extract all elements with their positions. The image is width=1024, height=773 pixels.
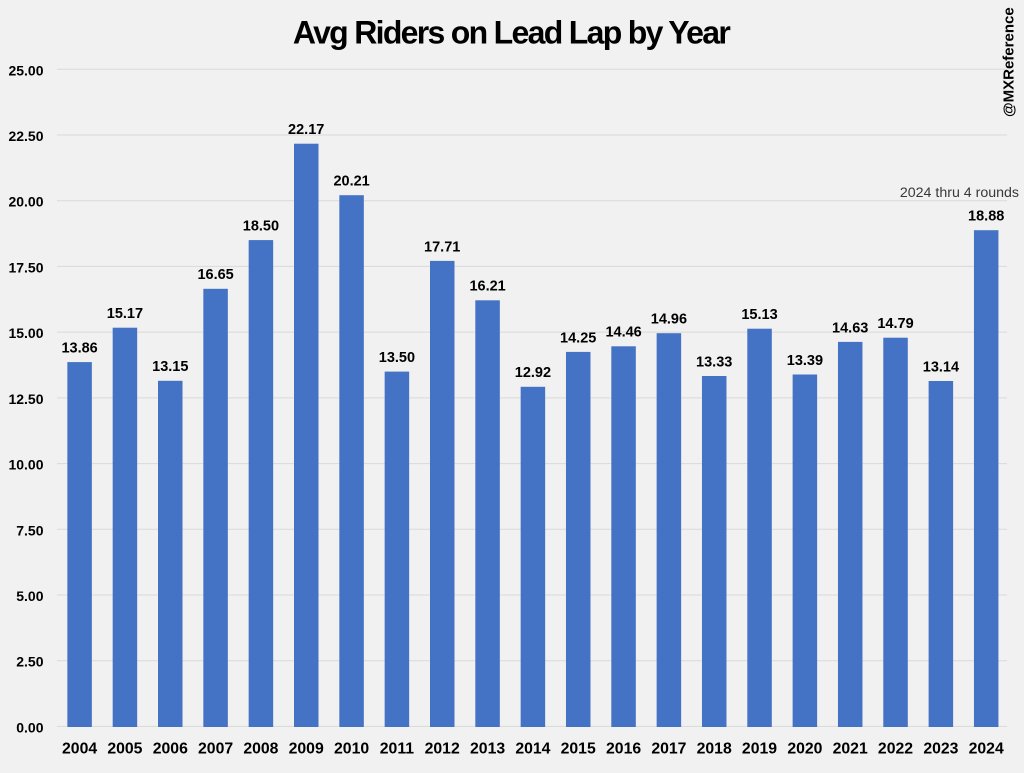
svg-text:14.46: 14.46 (605, 325, 641, 341)
svg-text:2009: 2009 (289, 741, 324, 758)
svg-text:0.00: 0.00 (16, 719, 43, 735)
svg-text:2020: 2020 (787, 741, 822, 758)
svg-text:13.15: 13.15 (152, 359, 188, 375)
svg-text:15.13: 15.13 (741, 307, 777, 323)
svg-text:17.71: 17.71 (424, 239, 460, 255)
svg-text:25.00: 25.00 (8, 62, 43, 78)
svg-text:2005: 2005 (107, 741, 142, 758)
svg-text:2014: 2014 (515, 741, 550, 758)
svg-text:14.63: 14.63 (832, 320, 868, 336)
svg-text:7.50: 7.50 (16, 522, 43, 538)
svg-text:18.88: 18.88 (968, 209, 1004, 225)
svg-text:12.92: 12.92 (515, 365, 551, 381)
svg-text:13.86: 13.86 (61, 341, 97, 357)
svg-text:13.33: 13.33 (696, 354, 732, 370)
svg-text:2013: 2013 (470, 741, 505, 758)
svg-text:2017: 2017 (651, 741, 686, 758)
svg-text:18.50: 18.50 (243, 219, 279, 235)
svg-text:2004: 2004 (62, 741, 97, 758)
svg-text:@MXReference: @MXReference (1001, 7, 1018, 117)
svg-text:22.50: 22.50 (8, 128, 43, 144)
svg-text:13.50: 13.50 (379, 350, 415, 366)
svg-text:2022: 2022 (878, 741, 913, 758)
svg-text:16.65: 16.65 (197, 267, 233, 283)
svg-text:2.50: 2.50 (16, 654, 43, 670)
svg-text:2010: 2010 (334, 741, 369, 758)
svg-text:14.96: 14.96 (651, 312, 687, 328)
svg-text:2024: 2024 (969, 741, 1004, 758)
svg-text:16.21: 16.21 (469, 279, 505, 295)
svg-text:12.50: 12.50 (8, 391, 43, 407)
svg-text:2012: 2012 (425, 741, 460, 758)
svg-text:2008: 2008 (243, 741, 278, 758)
svg-text:2023: 2023 (923, 741, 958, 758)
svg-text:17.50: 17.50 (8, 259, 43, 275)
svg-text:2021: 2021 (833, 741, 868, 758)
svg-text:2024 thru 4 rounds: 2024 thru 4 rounds (900, 185, 1019, 201)
svg-text:15.17: 15.17 (107, 306, 143, 322)
svg-text:10.00: 10.00 (8, 457, 43, 473)
svg-text:15.00: 15.00 (8, 325, 43, 341)
svg-text:2007: 2007 (198, 741, 233, 758)
svg-text:14.25: 14.25 (560, 330, 596, 346)
svg-text:14.79: 14.79 (877, 316, 913, 332)
svg-text:20.00: 20.00 (8, 194, 43, 210)
svg-text:2006: 2006 (153, 741, 188, 758)
svg-text:Avg Riders on Lead Lap by Year: Avg Riders on Lead Lap by Year (293, 15, 731, 51)
svg-text:22.17: 22.17 (288, 122, 324, 138)
svg-text:13.39: 13.39 (787, 353, 823, 369)
svg-text:5.00: 5.00 (16, 588, 43, 604)
svg-text:2016: 2016 (606, 741, 641, 758)
svg-text:2015: 2015 (561, 741, 596, 758)
svg-text:2011: 2011 (380, 741, 414, 758)
svg-text:20.21: 20.21 (333, 174, 369, 190)
svg-text:2019: 2019 (742, 741, 777, 758)
svg-text:13.14: 13.14 (923, 359, 959, 375)
svg-text:2018: 2018 (697, 741, 732, 758)
